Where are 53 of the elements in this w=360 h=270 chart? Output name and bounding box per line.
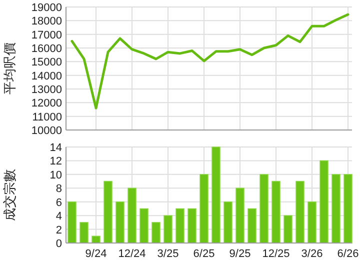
y-tick-label: 11000	[32, 111, 62, 124]
bar	[92, 236, 100, 244]
x-tick-label: 12/24	[118, 248, 146, 260]
bar	[80, 222, 88, 244]
bar	[260, 174, 268, 244]
y-tick-label: 14000	[31, 70, 62, 82]
bar	[308, 201, 316, 244]
bar	[212, 146, 220, 244]
y-tick-label: 13000	[31, 84, 62, 96]
y-tick-label: 18000	[31, 16, 62, 28]
x-tick-label: 3/26	[301, 248, 323, 260]
bar	[344, 174, 352, 244]
bar	[320, 160, 328, 244]
y-tick-label: 2	[56, 224, 62, 236]
line-series	[70, 13, 350, 110]
y-axis-title: 成交宗數	[2, 169, 17, 221]
bar	[272, 180, 280, 244]
y-tick-label: 10000	[31, 125, 62, 137]
x-tick-label: 6/25	[193, 248, 215, 260]
bar	[104, 180, 112, 244]
bar	[140, 208, 148, 244]
bar	[236, 188, 244, 244]
bar	[128, 188, 136, 244]
bar	[332, 174, 340, 244]
y-tick-label: 19000	[31, 2, 62, 14]
bar	[176, 208, 184, 244]
bar	[248, 208, 256, 244]
y-tick-label: 17000	[31, 29, 62, 42]
y-tick-label: 6	[56, 196, 62, 209]
x-tick-label: 9/24	[85, 248, 107, 260]
y-tick-label: 8	[56, 183, 62, 196]
bar	[284, 215, 292, 244]
bar	[224, 201, 232, 244]
bar	[164, 215, 172, 244]
y-tick-label: 10	[50, 169, 62, 182]
bar	[116, 201, 124, 244]
bar	[200, 174, 208, 244]
y-axis-title: 平均呎價	[2, 42, 17, 94]
y-tick-label: 0	[56, 238, 62, 250]
y-tick-label: 12000	[31, 98, 62, 110]
y-tick-label: 12	[50, 156, 62, 168]
bar	[152, 222, 160, 244]
x-tick-label: 9/25	[229, 248, 251, 260]
x-tick-label: 12/25	[262, 248, 290, 260]
bar	[68, 201, 76, 244]
y-tick-label: 14	[50, 142, 62, 154]
y-tick-label: 16000	[31, 43, 62, 55]
bar	[296, 180, 304, 244]
y-tick-label: 15000	[31, 56, 62, 69]
bar	[188, 208, 196, 244]
y-tick-label: 4	[56, 210, 62, 223]
x-tick-label: 6/26	[337, 248, 359, 260]
x-tick-label: 3/25	[157, 248, 179, 260]
